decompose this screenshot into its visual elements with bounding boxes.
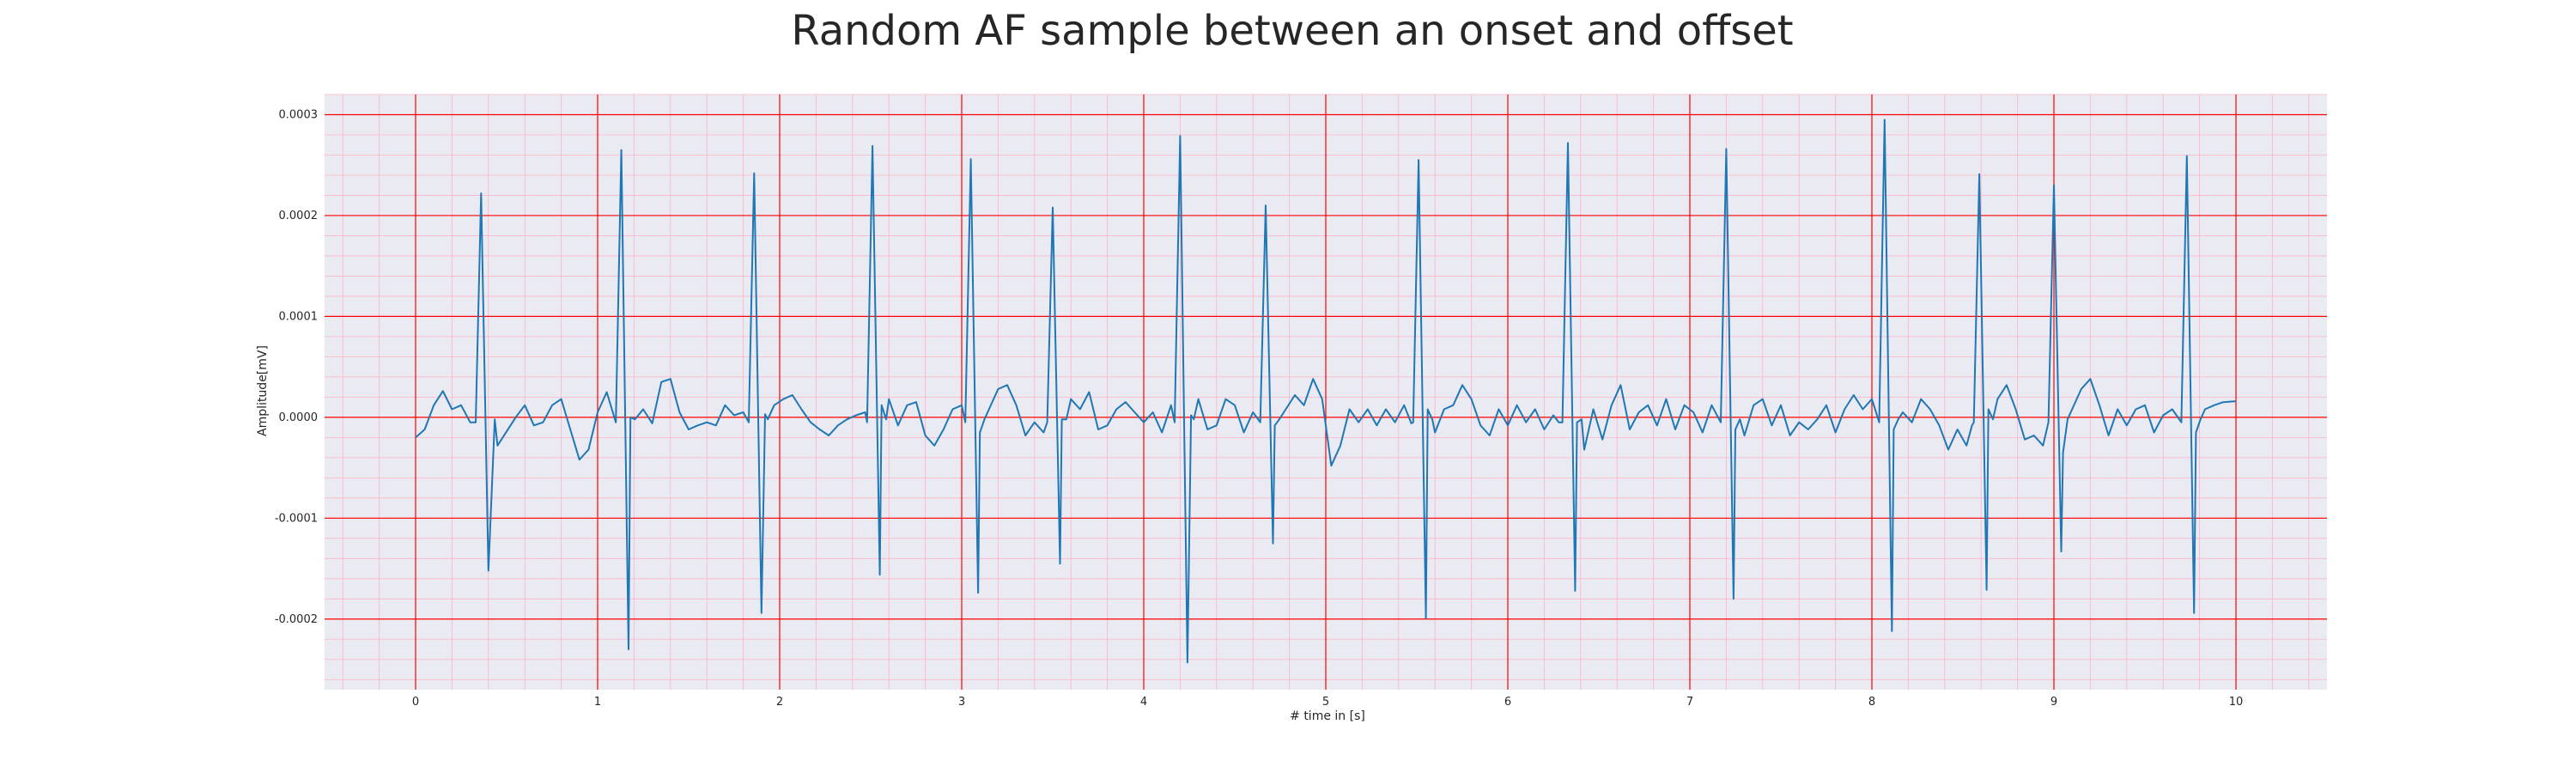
x-tick-label: 6 (1504, 696, 1511, 709)
x-tick-label: 10 (2229, 696, 2244, 709)
x-axis-ticks: 0 1 2 3 4 5 6 7 8 9 10 (412, 696, 2243, 709)
y-tick-label: 0.0001 (279, 310, 319, 323)
y-tick-label: 0.0003 (279, 108, 319, 121)
x-tick-label: 7 (1686, 696, 1693, 709)
x-axis-label: # time in [s] (1290, 709, 1365, 723)
y-tick-label: -0.0002 (275, 613, 318, 626)
x-tick-label: 3 (958, 696, 965, 709)
x-tick-label: 0 (412, 696, 419, 709)
x-tick-label: 2 (776, 696, 783, 709)
ecg-signal-line (415, 119, 2237, 664)
x-tick-label: 9 (2050, 696, 2057, 709)
x-tick-label: 4 (1140, 696, 1147, 709)
chart-title: Random AF sample between an onset and of… (791, 7, 1793, 55)
y-tick-label: 0.0000 (279, 411, 319, 424)
x-tick-label: 8 (1868, 696, 1875, 709)
y-tick-label: 0.0002 (279, 210, 319, 222)
x-tick-label: 1 (594, 696, 601, 709)
y-tick-label: -0.0001 (275, 512, 318, 525)
y-axis-label: Amplitude[mV] (256, 345, 270, 436)
x-tick-label: 5 (1322, 696, 1329, 709)
y-axis-ticks: 0.0003 0.0002 0.0001 0.0000 -0.0001 -0.0002 (275, 108, 318, 625)
